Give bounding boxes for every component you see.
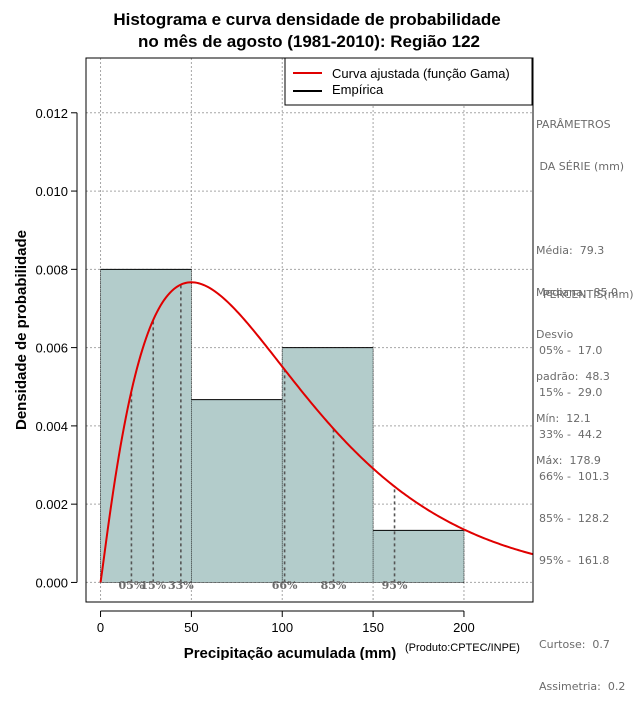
y-tick-label: 0.004 xyxy=(35,419,68,434)
percentis-panel: 05% - 17.0 15% - 29.0 33% - 44.2 66% - 1… xyxy=(539,316,625,708)
x-tick-label: 50 xyxy=(184,620,198,635)
percentil-66: 66% - 101.3 xyxy=(539,470,610,483)
y-tick-label: 0.012 xyxy=(35,106,68,121)
percentil-05: 05% - 17.0 xyxy=(539,344,603,357)
percentile-labels: 05%15% 33% 66% 85% 95% xyxy=(119,579,408,592)
percentile-label: 05% xyxy=(119,579,145,592)
histogram-bar xyxy=(100,269,192,583)
legend-label-gamma: Curva ajustada (função Gama) xyxy=(332,66,510,81)
y-tick-label: 0.010 xyxy=(35,184,68,199)
percentil-33: 33% - 44.2 xyxy=(539,428,603,441)
percentile-label: 66% xyxy=(272,579,298,592)
x-tick-label: 100 xyxy=(271,620,293,635)
stat-assimetria: Assimetria: 0.2 xyxy=(539,680,626,693)
histogram-bar xyxy=(191,399,283,583)
percentile-label: 95% xyxy=(382,579,408,592)
percentile-label: 33% xyxy=(168,579,194,592)
histogram-bar xyxy=(373,530,464,583)
x-axis-label: Precipitação acumulada (mm) xyxy=(184,645,397,660)
param-mediana: Mediana: 85.0 xyxy=(536,286,618,299)
x-tick-label: 150 xyxy=(362,620,384,635)
legend-label-empirica: Empírica xyxy=(332,82,384,97)
params-subtitle: DA SÉRIE (mm) xyxy=(536,160,625,173)
params-title: PARÂMETROS xyxy=(536,118,611,131)
chart-title-line1: Histograma e curva densidade de probabil… xyxy=(113,10,500,29)
percentile-lines xyxy=(130,284,396,583)
percentil-95: 95% - 161.8 xyxy=(539,554,610,567)
percentile-label: 15% xyxy=(140,579,166,592)
y-axis: 0.000 0.002 0.004 0.006 0.008 0.010 0.012 xyxy=(35,106,78,590)
chart-title-line2: no mês de agosto (1981-2010): Região 122 xyxy=(138,32,480,51)
y-tick-label: 0.006 xyxy=(35,341,68,356)
percentil-85: 85% - 128.2 xyxy=(539,512,610,525)
product-credit: (Produto:CPTEC/INPE) xyxy=(405,642,520,654)
percentis-title: PERCENTIS(mm) xyxy=(543,288,634,301)
y-tick-label: 0.008 xyxy=(35,262,68,277)
x-tick-label: 0 xyxy=(97,620,104,635)
gamma-curve xyxy=(99,281,534,583)
param-desvio-value: padrão: 48.3 xyxy=(536,370,610,383)
y-tick-label: 0.002 xyxy=(35,497,68,512)
percentil-15: 15% - 29.0 xyxy=(539,386,603,399)
y-tick-label: 0.000 xyxy=(35,575,68,590)
x-tick-label: 200 xyxy=(453,620,475,635)
histogram-bars xyxy=(100,268,465,583)
series-parameters-panel: PARÂMETROS DA SÉRIE (mm) Média: 79.3 Med… xyxy=(536,90,624,482)
percentile-label: 85% xyxy=(321,579,347,592)
y-axis-label: Densidade de probabilidade xyxy=(13,230,30,430)
param-max: Máx: 178.9 xyxy=(536,454,601,467)
param-desvio-label: Desvio xyxy=(536,328,574,341)
legend: Curva ajustada (função Gama) Empírica xyxy=(284,57,533,106)
param-media: Média: 79.3 xyxy=(536,244,605,257)
legend-box xyxy=(284,57,533,106)
x-axis: 0 50 100 150 200 xyxy=(97,610,475,635)
param-min: Mín: 12.1 xyxy=(536,412,591,425)
stat-curtose: Curtose: 0.7 xyxy=(539,638,610,651)
histogram-chart: Histograma e curva densidade de probabil… xyxy=(13,10,534,660)
